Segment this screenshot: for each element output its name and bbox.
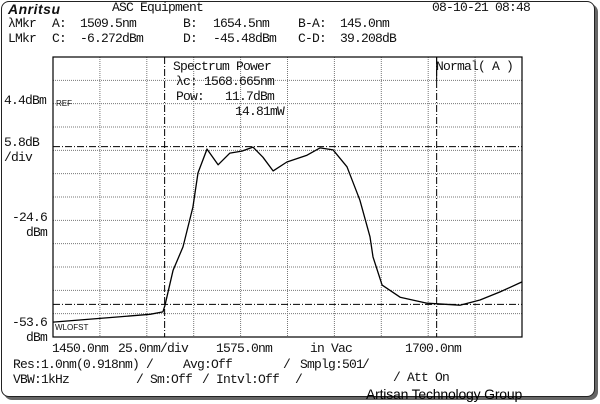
bottom-level: -53.6 <box>12 315 48 330</box>
x-stop: 1700.0nm <box>405 341 462 356</box>
marker-ba-label: B-A: <box>298 16 327 31</box>
scale-value: 5.8dB <box>4 135 40 150</box>
mid-level: -24.6 <box>12 210 48 225</box>
marker-a-value: 1509.5nm <box>80 16 137 31</box>
scale-unit: /div <box>4 150 33 165</box>
title: ASC Equipment <box>112 0 204 15</box>
smoothing: / Sm:Off <box>136 372 193 387</box>
x-start: 1450.0nm <box>52 341 109 356</box>
spectrum-trace <box>52 146 523 323</box>
marker-d-label: D: <box>183 31 198 46</box>
center-wavelength: λc: 1568.665nm <box>176 74 275 89</box>
separator: / <box>146 357 154 372</box>
marker-b-value: 1654.5nm <box>213 16 270 31</box>
level-marker-label: LMkr <box>8 31 37 46</box>
wl-offset-tag: WLOFST <box>55 323 89 332</box>
x-medium: in Vac <box>310 341 353 356</box>
separator: / <box>362 357 370 372</box>
marker-ba-value: 145.0nm <box>340 16 390 31</box>
vbw: VBW:1kHz <box>13 372 70 387</box>
trace-mode: Normal( A ) <box>436 59 514 74</box>
power-dbm: Pow: 11.7dBm <box>176 89 275 104</box>
mid-unit: dBm <box>26 225 48 240</box>
sampling: Smplg:501 <box>300 357 364 372</box>
analysis-title: Spectrum Power <box>173 59 272 74</box>
marker-cd-value: 39.208dB <box>340 31 397 46</box>
watermark: Artisan Technology Group <box>366 386 523 402</box>
interval: / Intvl:Off <box>202 372 280 387</box>
separator: / <box>283 357 291 372</box>
averaging: Avg:Off <box>183 357 233 372</box>
x-span-div: 25.0nm/div <box>118 341 189 356</box>
marker-cd-label: C-D: <box>298 31 327 46</box>
bottom-unit: dBm <box>26 330 48 345</box>
power-mw: 14.81mW <box>235 104 285 119</box>
resolution: Res:1.0nm(0.918nm) <box>13 357 140 372</box>
ref-tag: REF <box>56 99 72 108</box>
plot-border <box>52 56 523 338</box>
wl-marker-label: λMkr <box>8 16 37 31</box>
ref-level: 4.4dBm <box>4 93 47 108</box>
datetime: 08-10-21 08:48 <box>432 0 531 15</box>
marker-d-value: -45.48dBm <box>213 31 277 46</box>
marker-a-label: A: <box>52 16 67 31</box>
separator: / <box>295 372 303 387</box>
attenuator: / Att On <box>393 370 450 385</box>
marker-b-label: B: <box>183 16 198 31</box>
marker-c-value: -6.272dBm <box>80 31 144 46</box>
x-center: 1575.0nm <box>216 341 273 356</box>
marker-c-label: C: <box>52 31 67 46</box>
anritsu-logo: Anritsu <box>8 1 61 17</box>
